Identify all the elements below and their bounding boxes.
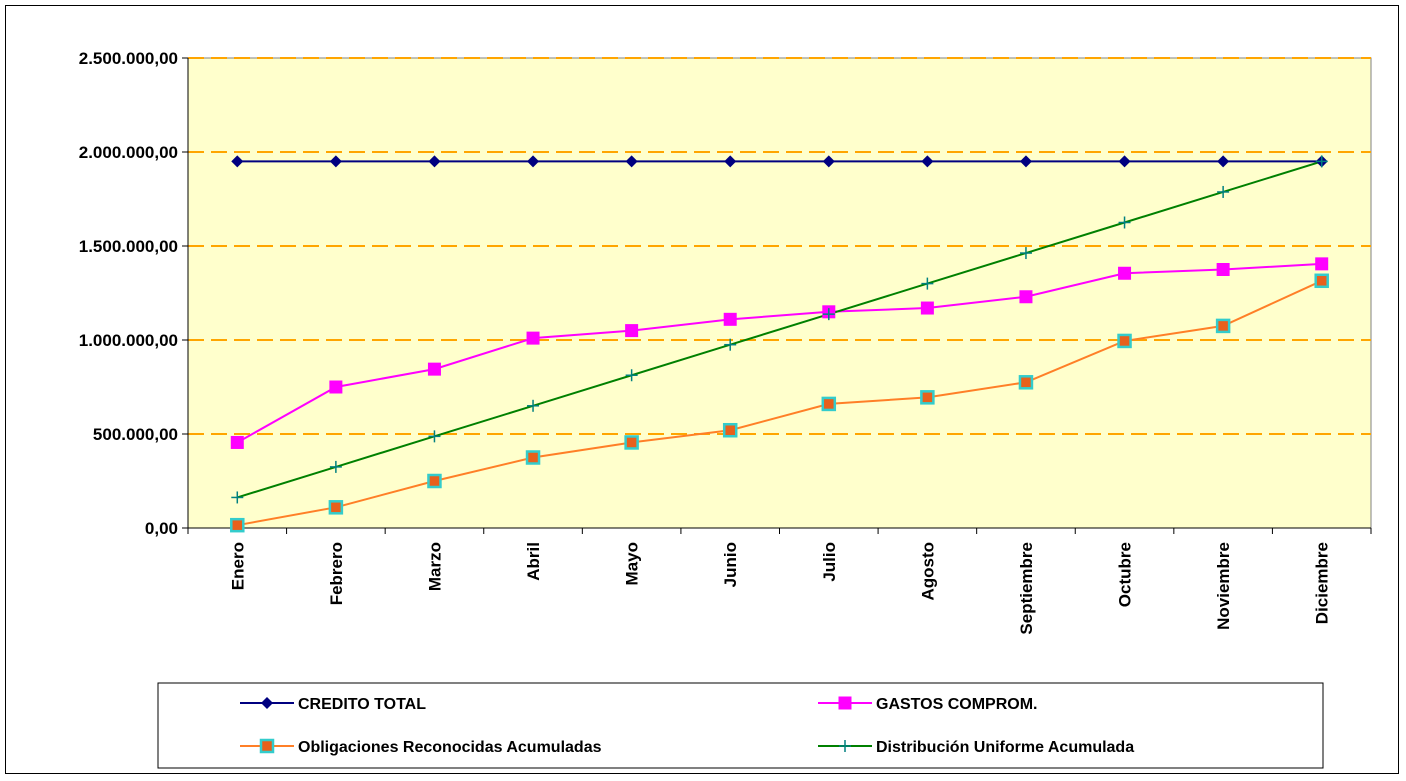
data-point-obligaciones-reconocidas-acumuladas	[525, 450, 541, 465]
data-point-distribucion-uniforme-acumulada	[1118, 216, 1131, 229]
gridlines	[188, 57, 1371, 435]
legend-label: Obligaciones Reconocidas Acumuladas	[298, 739, 602, 756]
legend: CREDITO TOTAL GASTOS COMPROM. Obligaciones…	[240, 696, 1134, 756]
data-point-obligaciones-reconocidas-acumuladas	[821, 396, 837, 412]
y-tick-label: 500.000,00	[93, 425, 178, 444]
legend-entry-credito-total: CREDITO TOTAL	[240, 696, 426, 713]
data-point-obligaciones-reconocidas-acumuladas	[624, 435, 639, 450]
data-point-distribucion-uniforme-acumulada	[428, 430, 441, 443]
data-point-credito-total	[1217, 155, 1230, 168]
data-point-distribucion-uniforme-acumulada	[231, 491, 244, 504]
data-point-distribucion-uniforme-acumulada	[1019, 247, 1032, 260]
data-point-credito-total	[724, 155, 737, 168]
data-point-distribucion-uniforme-acumulada	[724, 338, 737, 351]
x-tick-label: Marzo	[425, 542, 444, 591]
series-lines	[236, 160, 1323, 527]
x-tick-label: Enero	[228, 542, 247, 590]
data-point-credito-total	[625, 155, 638, 168]
series-line-distribucion-uniforme-acumulada	[236, 160, 1323, 499]
data-point-distribucion-uniforme-acumulada	[921, 277, 934, 290]
data-point-obligaciones-reconocidas-acumuladas	[427, 473, 442, 489]
y-axis-ticks: 0,00 500.000,00 1.000.000,00 1.500.000,00 2.…	[79, 49, 189, 538]
data-point-credito-total	[1019, 155, 1032, 168]
data-point-obligaciones-reconocidas-acumuladas	[1314, 273, 1329, 289]
plot-area	[187, 57, 1372, 529]
data-point-credito-total	[1118, 155, 1131, 168]
data-point-obligaciones-reconocidas-acumuladas	[328, 500, 344, 515]
data-point-gastos-comprom	[526, 331, 540, 345]
data-point-gastos-comprom	[230, 435, 244, 449]
legend-marker	[839, 740, 851, 752]
x-tick-label: Diciembre	[1313, 542, 1332, 624]
legend-label: Distribución Uniforme Acumulada	[876, 739, 1134, 756]
data-point-obligaciones-reconocidas-acumuladas	[1215, 318, 1231, 334]
data-point-gastos-comprom	[427, 362, 441, 376]
y-tick-label: 1.500.000,00	[79, 237, 178, 256]
series-line-obligaciones-reconocidas-acumuladas	[237, 279, 1323, 527]
data-point-gastos-comprom	[1216, 263, 1230, 276]
x-tick-label: Febrero	[327, 542, 346, 605]
legend-entry-gastos-comprom: GASTOS COMPROM.	[818, 696, 1038, 713]
x-tick-label: Octubre	[1116, 542, 1135, 607]
data-point-obligaciones-reconocidas-acumuladas	[1018, 375, 1034, 390]
data-point-credito-total	[231, 155, 244, 168]
data-point-distribucion-uniforme-acumulada	[329, 460, 342, 473]
x-axis-ticks: Enero Febrero Marzo Abril Mayo Junio Julio Agos…	[187, 527, 1372, 635]
data-point-gastos-comprom	[1019, 290, 1033, 304]
data-point-credito-total	[428, 155, 441, 168]
x-tick-label: Septiembre	[1017, 542, 1036, 635]
x-tick-label: Noviembre	[1214, 542, 1233, 630]
data-point-obligaciones-reconocidas-acumuladas	[920, 390, 935, 405]
y-tick-label: 2.500.000,00	[79, 49, 178, 68]
data-point-credito-total	[822, 155, 835, 168]
data-point-distribucion-uniforme-acumulada	[527, 399, 540, 412]
legend-entry-obligaciones-reconocidas-acumuladas: Obligaciones Reconocidas Acumuladas	[240, 738, 602, 756]
legend-marker	[261, 697, 273, 709]
data-point-obligaciones-reconocidas-acumuladas	[1117, 333, 1132, 349]
legend-marker	[259, 738, 275, 754]
y-tick-label: 2.000.000,00	[79, 143, 178, 162]
data-point-gastos-comprom	[329, 380, 343, 394]
legend-label: GASTOS COMPROM.	[876, 696, 1038, 713]
data-point-distribucion-uniforme-acumulada	[822, 308, 835, 321]
data-point-gastos-comprom	[723, 312, 737, 326]
data-point-credito-total	[527, 155, 540, 168]
data-point-distribucion-uniforme-acumulada	[1217, 185, 1230, 198]
data-point-obligaciones-reconocidas-acumuladas	[722, 422, 738, 438]
legend-entry-distribucion-uniforme-acumulada: Distribución Uniforme Acumulada	[818, 739, 1134, 756]
data-point-credito-total	[921, 155, 934, 168]
x-tick-label: Junio	[721, 542, 740, 587]
x-tick-label: Julio	[820, 542, 839, 582]
data-point-gastos-comprom	[1118, 266, 1132, 280]
series-markers	[230, 155, 1329, 533]
data-point-obligaciones-reconocidas-acumuladas	[230, 517, 245, 533]
y-tick-label: 0,00	[145, 519, 178, 538]
x-tick-label: Agosto	[918, 542, 937, 601]
legend-label: CREDITO TOTAL	[298, 696, 426, 713]
data-point-gastos-comprom	[920, 301, 934, 315]
data-point-distribucion-uniforme-acumulada	[1315, 155, 1328, 168]
series-line-gastos-comprom	[236, 262, 1322, 444]
legend-box	[157, 682, 1324, 769]
x-tick-label: Abril	[524, 542, 543, 581]
data-point-distribucion-uniforme-acumulada	[625, 369, 638, 382]
legend-marker	[838, 696, 852, 710]
data-point-credito-total	[329, 155, 342, 168]
x-tick-label: Mayo	[623, 542, 642, 585]
y-tick-label: 1.000.000,00	[79, 331, 178, 350]
data-point-gastos-comprom	[625, 324, 639, 338]
data-point-gastos-comprom	[1315, 257, 1329, 271]
